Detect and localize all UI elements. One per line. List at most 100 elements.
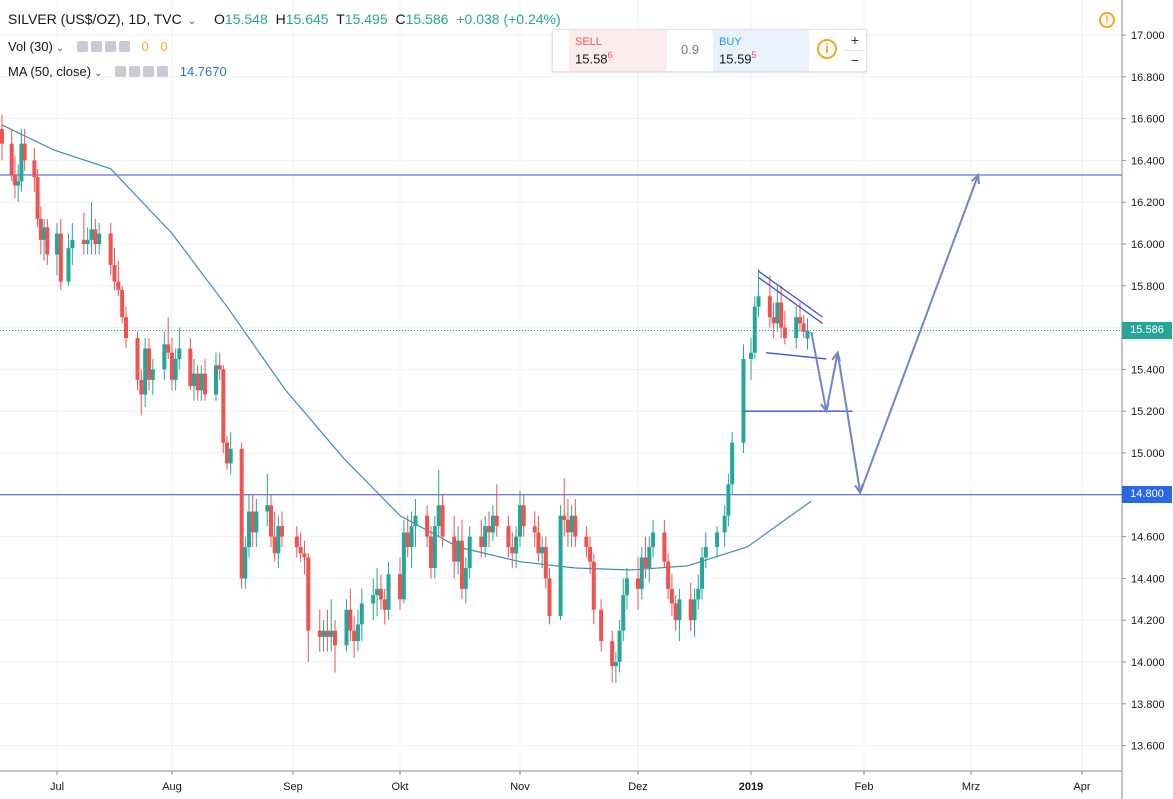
high-label: H [275, 11, 286, 27]
candle-body [463, 567, 468, 589]
candle-body [371, 595, 376, 604]
candle-body [250, 511, 255, 533]
candle-body [703, 547, 708, 558]
candle-body [752, 306, 757, 353]
spread-value: 0.9 [680, 42, 700, 57]
buy-button[interactable]: BUY 15.595 [713, 30, 809, 71]
gear-icon[interactable] [129, 66, 141, 77]
candle-body [0, 129, 4, 144]
candle-body [112, 264, 117, 282]
candle-body [562, 515, 567, 520]
info-icon[interactable]: i [817, 39, 837, 59]
price-tick-label: 14.600 [1131, 532, 1165, 544]
candle-body [613, 662, 618, 667]
symbol-title[interactable]: SILVER (US$/OZ), 1D, TVC [8, 11, 182, 27]
candle-body [359, 603, 364, 625]
eye-icon[interactable] [76, 41, 88, 52]
candle-body [124, 317, 128, 339]
current-price-tag: 15.586 [1122, 322, 1172, 340]
candle-body [536, 532, 541, 554]
candle-body [565, 519, 570, 533]
candle-body [413, 515, 418, 527]
low-label: T [336, 11, 345, 27]
candle-body [591, 561, 596, 610]
candle-body [294, 536, 299, 548]
ma-label[interactable]: MA (50, close) [8, 64, 92, 79]
candle-body [35, 177, 40, 219]
candle-body [569, 515, 574, 533]
candle-body [532, 526, 537, 533]
add-icon[interactable] [104, 41, 116, 52]
price-tick-label: 13.600 [1131, 741, 1165, 753]
candle-body [143, 348, 148, 395]
gear-icon[interactable] [90, 41, 102, 52]
price-tick-label: 16.800 [1131, 72, 1165, 84]
ma-value: 14.7670 [179, 64, 227, 79]
projection-arrow [810, 331, 828, 412]
alert-icon[interactable]: ! [1099, 12, 1115, 28]
candle-body [325, 630, 330, 637]
candle-body [666, 561, 671, 589]
candle-body [398, 574, 402, 600]
chevron-down-icon[interactable]: ⌄ [94, 68, 103, 79]
candle-body [518, 505, 522, 537]
candle-body [225, 442, 229, 464]
candles-group [0, 114, 810, 683]
price-tick-label: 15.000 [1131, 448, 1165, 460]
chevron-down-icon[interactable]: ⌄ [187, 16, 197, 27]
projection-arrow [825, 352, 839, 412]
candle-body [177, 348, 182, 359]
candle-body [32, 160, 37, 178]
minus-button[interactable]: − [850, 52, 860, 68]
candle-body [85, 239, 90, 244]
candle-body [467, 536, 472, 568]
candle-body [599, 609, 604, 642]
sell-button[interactable]: SELL 15.586 [569, 30, 667, 71]
projection-arrow [836, 352, 862, 493]
add-icon[interactable] [143, 66, 155, 77]
candle-body [81, 239, 86, 244]
candle-body [610, 641, 615, 667]
candle-body [409, 526, 414, 548]
candle-body [108, 233, 113, 265]
candle-body [456, 540, 461, 562]
close-label: C [395, 11, 406, 27]
candle-body [55, 233, 59, 255]
high-value: 15.645 [285, 11, 329, 27]
volume-label[interactable]: Vol (30) [8, 39, 53, 54]
candle-body [19, 143, 24, 182]
candle-body [715, 532, 720, 548]
candle-body [173, 358, 178, 380]
time-tick-label: Feb [855, 781, 874, 793]
eye-icon[interactable] [115, 66, 127, 77]
price-tick-label: 15.200 [1131, 406, 1165, 418]
price-tick-label: 17.000 [1131, 30, 1165, 42]
close-icon[interactable] [118, 41, 130, 52]
candle-body [730, 442, 735, 485]
chevron-down-icon[interactable]: ⌄ [55, 43, 65, 54]
candle-body [432, 526, 437, 568]
candle-body [9, 143, 14, 176]
candle-body [494, 515, 499, 527]
candle-body [162, 344, 167, 370]
candle-body [228, 448, 233, 464]
low-value: 15.495 [344, 11, 388, 27]
candle-body [805, 330, 810, 339]
projection-arrow [859, 174, 980, 494]
candle-body [58, 233, 63, 282]
candle-body [459, 540, 464, 589]
candle-body [722, 515, 727, 533]
candle-body [588, 547, 593, 562]
candle-body [801, 323, 806, 332]
candle-body [428, 536, 433, 568]
candle-body [147, 348, 151, 380]
plus-button[interactable]: + [845, 30, 865, 51]
price-tick-label: 14.200 [1131, 615, 1165, 627]
ma-line [1, 124, 812, 571]
symbol-legend: SILVER (US$/OZ), 1D, TVC ⌄ O15.548 H15.64… [8, 11, 561, 27]
candle-body [214, 365, 218, 395]
candle-body [540, 547, 545, 554]
price-tick-label: 16.200 [1131, 197, 1165, 209]
close-icon[interactable] [157, 66, 169, 77]
